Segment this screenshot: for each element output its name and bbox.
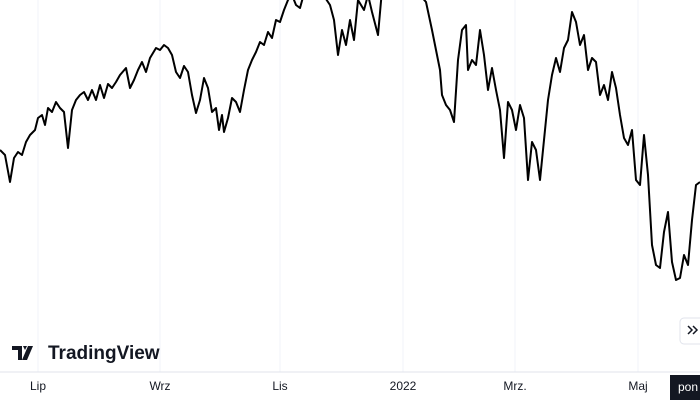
x-tick-label: Wrz bbox=[149, 379, 170, 393]
scroll-button[interactable] bbox=[679, 317, 700, 345]
x-tick-label: Maj bbox=[628, 379, 647, 393]
logo-text: TradingView bbox=[48, 343, 160, 364]
grid bbox=[37, 0, 639, 372]
crosshair-label: pon bbox=[678, 380, 698, 394]
x-tick-label: Lip bbox=[30, 379, 46, 393]
x-tick-label: 2022 bbox=[390, 379, 417, 393]
price-line bbox=[0, 0, 700, 281]
logo-icon bbox=[12, 346, 33, 360]
crosshair-label-bg bbox=[670, 375, 700, 400]
x-tick-label: Mrz. bbox=[503, 379, 526, 393]
x-tick-label: Lis bbox=[272, 379, 287, 393]
plot-area bbox=[0, 0, 700, 281]
logo: TradingView bbox=[12, 343, 160, 364]
scroll-button-icon[interactable] bbox=[687, 325, 699, 335]
